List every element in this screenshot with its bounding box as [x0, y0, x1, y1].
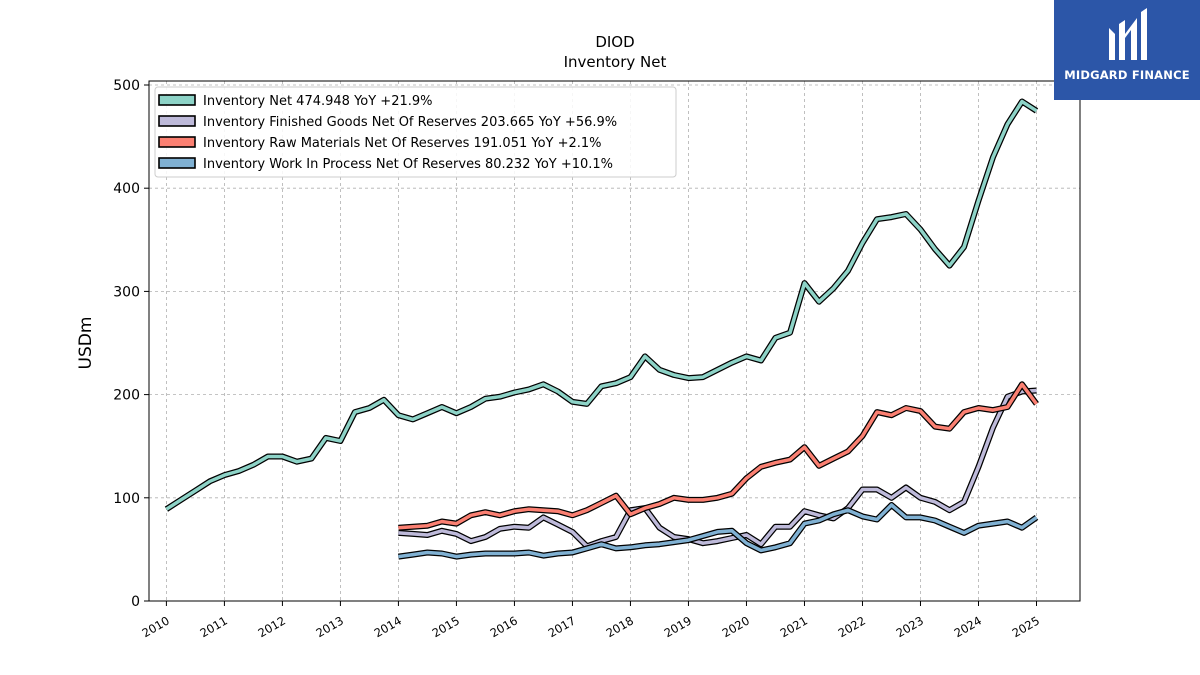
- legend-label: Inventory Work In Process Net Of Reserve…: [203, 157, 613, 172]
- legend-swatch: [158, 115, 196, 127]
- legend-swatch: [158, 157, 196, 169]
- y-axis-label: USDm: [76, 317, 96, 370]
- chart-subtitle: Inventory Net: [564, 53, 667, 71]
- x-tick-label: 2010: [140, 613, 172, 640]
- series-stroke: [398, 388, 1037, 549]
- series-lines: [164, 98, 1039, 560]
- x-tick-label: 2014: [372, 613, 404, 640]
- y-tick-label: 500: [113, 78, 140, 94]
- x-tick-label: 2016: [488, 613, 520, 640]
- series-line-1: [398, 387, 1037, 550]
- y-tick-label: 100: [113, 491, 140, 507]
- x-tick-label: 2015: [430, 613, 462, 640]
- x-tick-label: 2022: [836, 613, 868, 640]
- x-tick-label: 2019: [662, 613, 694, 640]
- legend-label: Inventory Net 474.948 YoY +21.9%: [203, 94, 433, 109]
- x-tick-label: 2013: [314, 613, 346, 640]
- x-tick-label: 2021: [778, 613, 810, 640]
- series-line-2: [398, 381, 1039, 531]
- y-tick-label: 300: [113, 284, 140, 300]
- y-tick-label: 200: [113, 388, 140, 404]
- brand-logo: MIDGARD FINANCE: [1054, 0, 1200, 100]
- legend-box: [154, 86, 677, 178]
- x-tick-label: 2012: [256, 613, 288, 640]
- y-tick-label: 400: [113, 181, 140, 197]
- plot-frame: [148, 80, 1081, 602]
- x-tick-label: 2023: [894, 613, 926, 640]
- y-tick-label: 0: [131, 594, 140, 610]
- brand-name: MIDGARD FINANCE: [1064, 68, 1190, 82]
- series-line-3: [397, 502, 1039, 560]
- series-stroke: [398, 503, 1038, 559]
- series-stroke: [165, 99, 1038, 511]
- x-tick-label: 2018: [604, 613, 636, 640]
- x-tick-label: 2017: [546, 613, 578, 640]
- midgard-logo-icon: [1109, 8, 1147, 60]
- legend-swatch: [158, 136, 196, 148]
- x-tick-label: 2025: [1010, 613, 1042, 640]
- chart-title: DIOD: [595, 33, 634, 51]
- legend-label: Inventory Finished Goods Net Of Reserves…: [203, 115, 617, 130]
- legend-label: Inventory Raw Materials Net Of Reserves …: [203, 136, 602, 151]
- x-tick-label: 2024: [952, 613, 984, 640]
- x-tick-label: 2020: [720, 613, 752, 640]
- legend: Inventory Net 474.948 YoY +21.9% Inventor…: [154, 86, 677, 178]
- series-stroke: [398, 382, 1038, 530]
- series-line-0: [164, 98, 1039, 512]
- legend-swatch: [158, 94, 196, 106]
- x-tick-label: 2011: [198, 613, 230, 640]
